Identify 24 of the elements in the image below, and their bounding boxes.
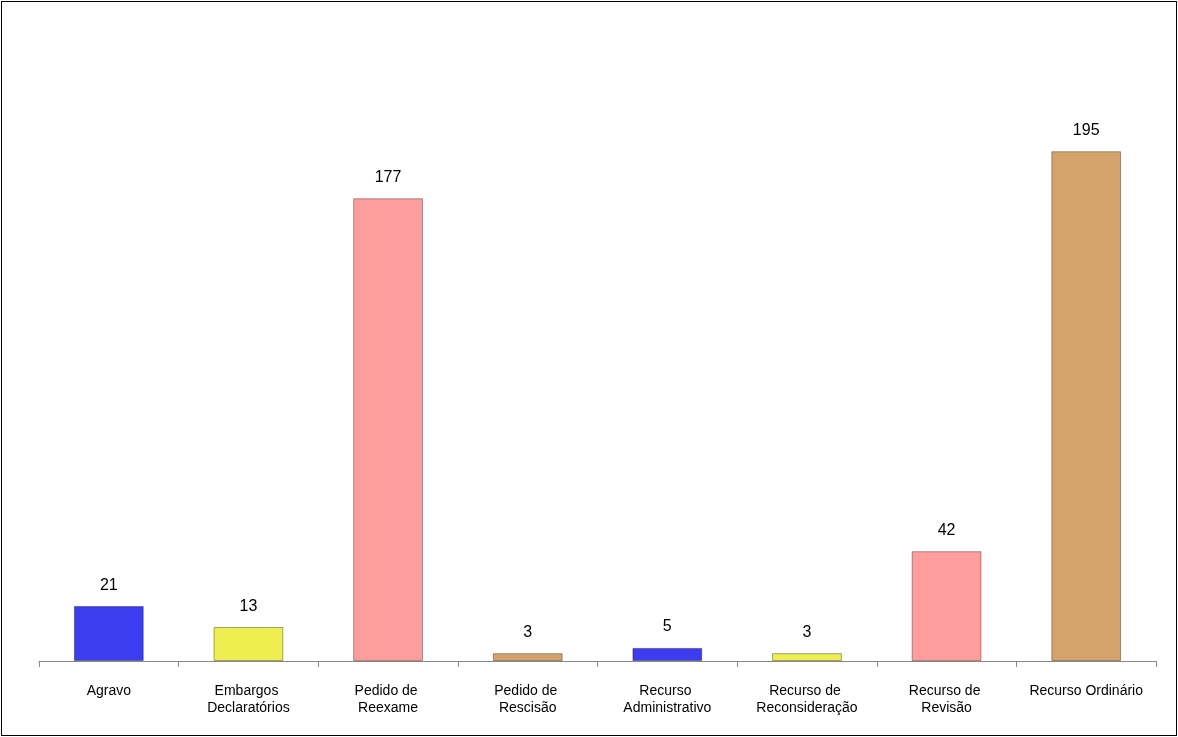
bar	[911, 551, 982, 661]
bar	[1051, 151, 1122, 661]
data-label: 21	[99, 575, 118, 593]
data-label: 3	[523, 622, 533, 640]
x-tick-label: Recurso de Reconsideração	[756, 681, 858, 715]
data-label: 177	[374, 167, 402, 185]
data-label: 5	[662, 617, 672, 635]
data-label: 42	[937, 520, 956, 538]
x-tick-label: Recurso Ordinário	[1029, 681, 1144, 698]
x-tick-label: Recurso de Revisão	[908, 681, 985, 715]
bar	[772, 653, 842, 661]
bar	[492, 653, 563, 661]
x-tick-label: Pedido de Rescisão	[494, 681, 562, 715]
bar	[213, 627, 284, 661]
bar	[353, 198, 423, 661]
x-tick-label: Pedido de Reexame	[354, 681, 422, 715]
data-label: 3	[802, 622, 812, 640]
x-tick-label: Recurso Administrativo	[623, 681, 712, 715]
data-label: 13	[239, 596, 258, 614]
bar	[632, 647, 703, 661]
x-tick-label: Embargos Declaratórios	[207, 681, 290, 715]
data-label: 195	[1072, 120, 1100, 138]
bar	[73, 606, 144, 661]
x-tick-label: Agravo	[86, 681, 132, 698]
